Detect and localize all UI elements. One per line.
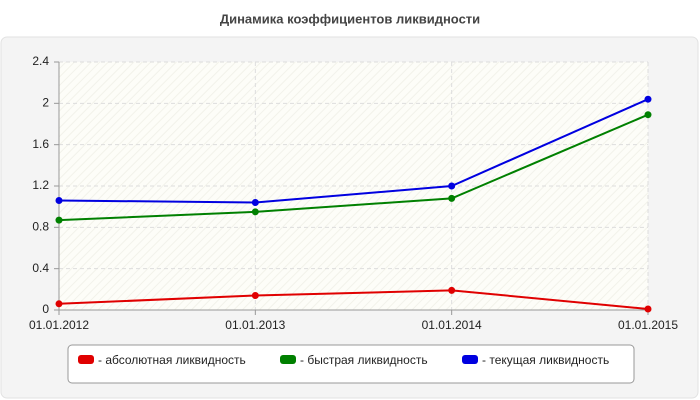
x-tick-label: 01.01.2015 xyxy=(618,318,678,332)
series-line xyxy=(58,113,649,222)
point xyxy=(251,208,259,216)
point xyxy=(644,305,652,313)
point xyxy=(448,286,456,294)
legend-swatch xyxy=(462,355,478,364)
point xyxy=(55,300,63,308)
legend-label: - текущая ликвидность xyxy=(482,353,609,367)
series-line xyxy=(58,98,649,204)
legend-label: - абсолютная ликвидность xyxy=(98,353,246,367)
y-tick-label: 0.4 xyxy=(32,261,49,275)
y-tick-label: 1.6 xyxy=(32,137,49,151)
x-tick-label: 01.01.2013 xyxy=(225,318,285,332)
point xyxy=(55,216,63,224)
point xyxy=(448,182,456,190)
point xyxy=(448,194,456,202)
point xyxy=(55,196,63,204)
point xyxy=(644,111,652,119)
point xyxy=(251,199,259,207)
y-tick-label: 1.2 xyxy=(32,178,49,192)
y-tick-label: 0.8 xyxy=(32,220,49,234)
legend-label: - быстрая ликвидность xyxy=(300,353,428,367)
y-tick-label: 0 xyxy=(42,302,49,316)
series-line xyxy=(58,289,649,310)
point xyxy=(251,292,259,300)
legend-swatch xyxy=(280,355,296,364)
chart-title: Динамика коэффициентов ликвидности xyxy=(220,11,480,26)
x-tick-label: 01.01.2014 xyxy=(422,318,482,332)
y-tick-label: 2.4 xyxy=(32,54,49,68)
legend-swatch xyxy=(78,355,94,364)
point xyxy=(644,95,652,103)
x-tick-label: 01.01.2012 xyxy=(29,318,89,332)
y-tick-label: 2 xyxy=(42,96,49,110)
legend xyxy=(67,344,635,384)
